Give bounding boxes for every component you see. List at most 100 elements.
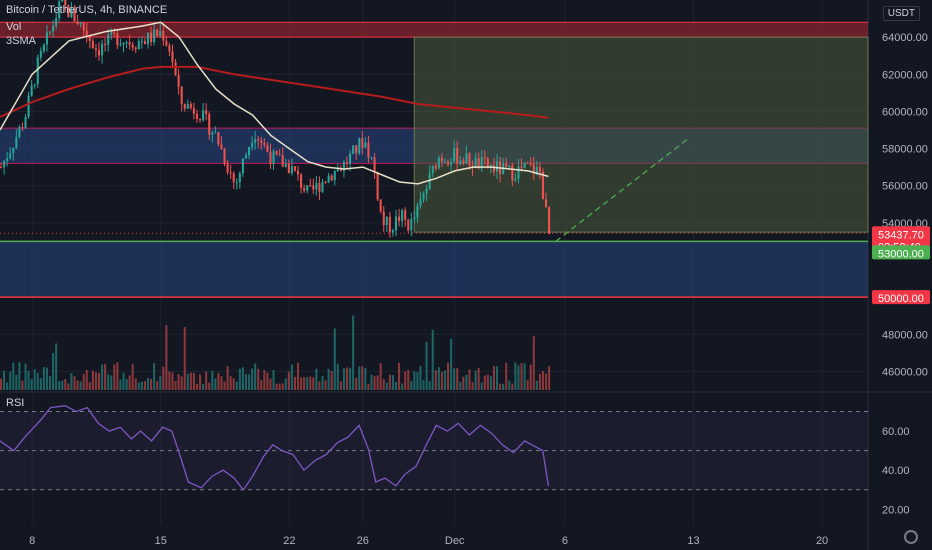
candle-body-128 — [391, 230, 394, 233]
volume-bar-23 — [70, 373, 73, 390]
rsi-tick-label-1: 40.00 — [882, 465, 910, 477]
candle-body-138 — [422, 193, 425, 200]
candle-body-134 — [410, 218, 413, 231]
volume-bar-155 — [474, 370, 477, 390]
volume-bar-154 — [471, 382, 474, 390]
volume-bar-122 — [373, 376, 376, 390]
candle-body-135 — [413, 217, 416, 219]
volume-bar-59 — [180, 376, 183, 390]
volume-bar-35 — [107, 374, 110, 390]
volume-bar-70 — [214, 378, 217, 390]
volume-bar-31 — [94, 372, 97, 390]
volume-bar-129 — [394, 381, 398, 390]
volume-bar-99 — [303, 377, 306, 390]
volume-bar-71 — [217, 373, 220, 390]
zone-floor-tag-bg — [872, 290, 930, 305]
candle-body-18 — [55, 18, 58, 26]
volume-bar-163 — [499, 383, 502, 390]
candle-body-126 — [385, 216, 388, 226]
candle-body-159 — [486, 158, 489, 167]
volume-bar-137 — [419, 365, 422, 390]
currency-label[interactable]: USDT — [882, 6, 920, 21]
candle-body-74 — [226, 163, 229, 173]
volume-bar-179 — [548, 365, 551, 390]
rsi-legend[interactable]: RSI — [6, 397, 25, 409]
volume-bar-14 — [42, 367, 45, 390]
volume-bar-48 — [146, 377, 150, 390]
volume-bar-125 — [382, 379, 385, 390]
volume-bar-1 — [3, 371, 6, 390]
candle-body-120 — [367, 142, 370, 158]
candle-body-173 — [529, 163, 532, 165]
candle-body-82 — [251, 142, 254, 147]
candle-body-29 — [88, 36, 91, 41]
zone-floor-tag-text-0: 50000.00 — [878, 293, 924, 305]
volume-bar-130 — [398, 362, 401, 390]
symbol-title[interactable]: Bitcoin / TetherUS, 4h, BINANCE — [6, 4, 168, 16]
candle-body-96 — [293, 166, 296, 171]
volume-bar-11 — [33, 369, 36, 390]
settings-gear-icon[interactable] — [904, 530, 918, 544]
candle-body-92 — [281, 155, 284, 167]
volume-bar-172 — [526, 380, 529, 390]
volume-bar-79 — [241, 367, 244, 390]
candle-body-160 — [489, 165, 492, 167]
volume-bar-119 — [364, 367, 367, 390]
volume-bar-118 — [361, 366, 364, 390]
volume-bar-4 — [12, 362, 15, 390]
volume-legend[interactable]: Vol — [6, 21, 22, 33]
candle-body-70 — [214, 132, 217, 134]
volume-bar-75 — [229, 376, 232, 390]
candle-body-68 — [208, 113, 211, 135]
volume-bar-136 — [416, 372, 419, 390]
candle-body-83 — [254, 139, 257, 143]
volume-bar-140 — [428, 381, 431, 390]
volume-bar-41 — [125, 378, 128, 390]
volume-bar-151 — [462, 376, 465, 390]
candle-body-21 — [64, 0, 67, 6]
volume-bar-64 — [195, 383, 199, 390]
volume-bar-138 — [422, 380, 425, 390]
candle-body-63 — [192, 107, 195, 114]
candle-body-26 — [79, 22, 82, 25]
candle-body-78 — [238, 173, 241, 183]
volume-bar-22 — [67, 383, 70, 390]
candle-body-110 — [336, 168, 339, 171]
candle-body-177 — [541, 171, 544, 200]
candle-body-35 — [107, 34, 110, 45]
volume-bar-66 — [202, 383, 205, 390]
candle-body-19 — [58, 1, 61, 19]
candle-body-116 — [355, 145, 358, 154]
candle-body-60 — [183, 103, 186, 109]
volume-bar-139 — [425, 341, 428, 390]
volume-bar-113 — [345, 367, 349, 390]
candle-body-43 — [131, 44, 134, 48]
candle-body-157 — [480, 157, 483, 169]
volume-bar-77 — [235, 381, 238, 390]
candle-body-47 — [143, 41, 146, 45]
volume-bar-112 — [342, 368, 345, 390]
candle-body-105 — [321, 182, 324, 192]
volume-bar-124 — [379, 363, 382, 390]
candle-body-24 — [73, 9, 76, 22]
candle-body-27 — [82, 22, 85, 31]
zone-support-zone — [0, 241, 868, 298]
volume-bar-37 — [113, 364, 116, 390]
volume-bar-21 — [64, 378, 67, 390]
candle-body-143 — [437, 157, 440, 169]
date-tick-label-5: 6 — [562, 535, 568, 547]
candle-body-66 — [202, 110, 205, 121]
volume-bar-8 — [24, 363, 27, 390]
target-box — [413, 36, 869, 233]
candle-body-80 — [244, 154, 247, 159]
candle-body-146 — [447, 161, 450, 165]
candle-body-25 — [76, 21, 79, 25]
candle-body-112 — [342, 161, 345, 171]
volume-bar-171 — [523, 363, 526, 390]
candle-body-147 — [450, 161, 453, 165]
candle-body-32 — [97, 49, 101, 56]
candle-body-149 — [456, 148, 459, 164]
volume-bar-123 — [376, 375, 379, 390]
sma-legend[interactable]: 3SMA — [6, 35, 36, 47]
